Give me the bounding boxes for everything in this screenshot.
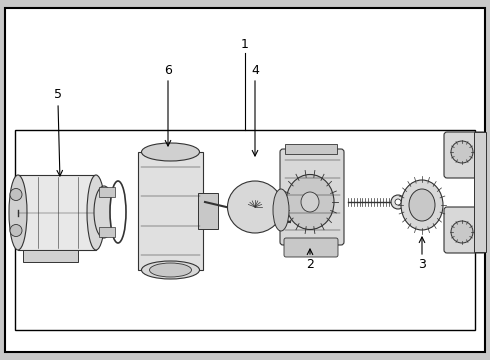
Ellipse shape — [9, 175, 27, 250]
Ellipse shape — [301, 192, 319, 212]
Text: 5: 5 — [54, 89, 62, 102]
Text: 3: 3 — [418, 258, 426, 271]
Ellipse shape — [149, 263, 192, 277]
Bar — [18, 175, 96, 250]
Ellipse shape — [110, 181, 126, 243]
Ellipse shape — [451, 141, 473, 163]
Ellipse shape — [409, 189, 435, 221]
Circle shape — [10, 225, 22, 237]
Text: 2: 2 — [306, 258, 314, 271]
Ellipse shape — [87, 175, 105, 250]
Text: 4: 4 — [251, 63, 259, 77]
FancyBboxPatch shape — [284, 238, 338, 257]
Bar — [23, 250, 78, 262]
Bar — [15, 130, 475, 330]
Ellipse shape — [142, 143, 199, 161]
Text: 6: 6 — [164, 63, 172, 77]
Bar — [138, 152, 203, 270]
Ellipse shape — [401, 180, 443, 230]
Ellipse shape — [286, 175, 334, 230]
Ellipse shape — [142, 261, 199, 279]
Circle shape — [10, 189, 22, 201]
Ellipse shape — [451, 221, 473, 243]
FancyBboxPatch shape — [280, 149, 344, 245]
Bar — [285, 144, 337, 154]
FancyBboxPatch shape — [444, 207, 486, 253]
Ellipse shape — [273, 189, 289, 231]
Text: 1: 1 — [241, 39, 249, 51]
Bar — [99, 187, 115, 197]
FancyBboxPatch shape — [444, 132, 486, 178]
Ellipse shape — [94, 186, 114, 238]
Bar — [198, 193, 218, 229]
Bar — [474, 132, 486, 252]
Circle shape — [395, 199, 401, 205]
Bar — [99, 227, 115, 237]
Circle shape — [391, 195, 405, 209]
Ellipse shape — [227, 181, 283, 233]
